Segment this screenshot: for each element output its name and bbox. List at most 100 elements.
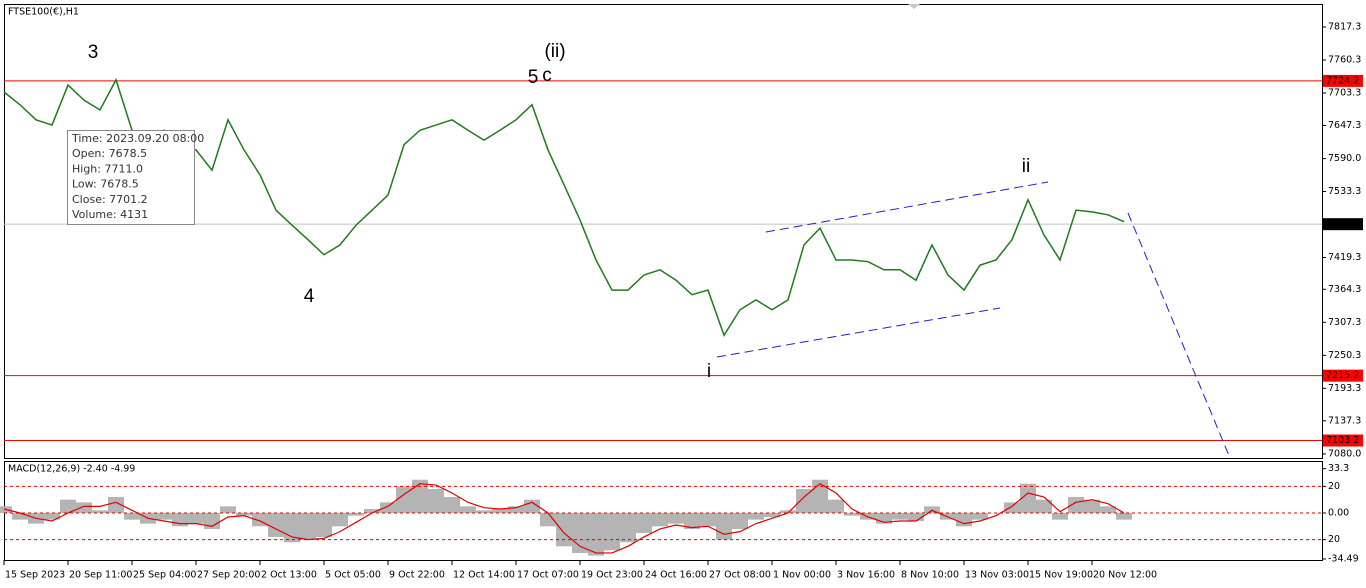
x-tick-label: 13 Nov 03:00 (965, 570, 1029, 581)
macd-bar (428, 489, 444, 513)
macd-bar (620, 512, 636, 543)
y-tick-label: 7080.0 (1328, 448, 1361, 459)
y-tick-label: 7364.3 (1328, 284, 1361, 295)
trend-lines (716, 181, 1231, 459)
macd-bar (364, 509, 380, 513)
tooltip-line: Close: 7701.2 (72, 193, 148, 206)
macd-bar (748, 512, 764, 520)
y-tick-label: 7760.3 (1328, 54, 1361, 65)
x-tick-label: 19 Oct 23:00 (581, 570, 643, 581)
level-label: 7215.2 (1326, 370, 1359, 381)
macd-bar (1052, 512, 1068, 520)
macd-bar (876, 512, 892, 524)
macd-bar (1116, 512, 1132, 520)
x-tick-label: 15 Nov 19:00 (1029, 570, 1093, 581)
macd-bar (796, 489, 812, 513)
x-tick-label: 1 Nov 00:00 (773, 570, 831, 581)
y-tick-label: 33.3 (1328, 463, 1349, 474)
macd-bar (156, 512, 172, 520)
tooltip-line: Low: 7678.5 (72, 178, 139, 191)
wave-label: i (707, 361, 711, 382)
macd-bar (684, 512, 700, 529)
macd-bar (44, 512, 60, 520)
macd-bar (908, 512, 924, 521)
macd-bar (556, 512, 572, 547)
macd-title: MACD(12,26,9) -2.40 -4.99 (8, 464, 135, 475)
x-tick-label: 25 Sep 04:00 (133, 570, 196, 581)
wave-label: 3 (88, 42, 99, 63)
y-tick-label: 7647.3 (1328, 120, 1361, 131)
macd-bar (300, 512, 316, 540)
y-tick-label: 7703.3 (1328, 88, 1361, 99)
projection (1127, 212, 1231, 459)
channel-lower (716, 307, 1001, 358)
x-tick-label: 9 Oct 22:00 (389, 570, 445, 581)
macd-bar (1068, 497, 1084, 513)
macd-bar (60, 499, 76, 513)
y-tick-label: 7307.3 (1328, 317, 1361, 328)
x-tick-label: 20 Sep 11:00 (69, 570, 132, 581)
macd-bar (764, 512, 780, 517)
macd-bar (892, 512, 908, 520)
wave-label: (ii) (544, 41, 565, 62)
macd-bar (380, 502, 396, 513)
macd-bar (700, 512, 716, 527)
macd-bar (604, 512, 620, 551)
level-label-box (1323, 74, 1363, 87)
macd-bar (492, 509, 508, 513)
macd-bar (220, 506, 236, 513)
macd-bar (412, 479, 428, 513)
wave-label: 4 (304, 286, 315, 307)
macd-bar (812, 479, 828, 513)
tooltip-line: High: 7711.0 (72, 162, 143, 175)
level-label-box (1323, 434, 1363, 447)
macd-bar (1036, 499, 1052, 513)
shift-marker (908, 4, 920, 9)
macd-bar (524, 499, 540, 513)
signal-line (3, 482, 1125, 554)
macd-bar (236, 512, 252, 516)
macd-bar (332, 512, 348, 527)
macd-bar (1100, 506, 1116, 513)
macd-bar (172, 512, 188, 527)
x-tick-label: 27 Oct 08:00 (709, 570, 771, 581)
y-tick-label: 20 (1328, 534, 1340, 545)
macd-bar (396, 486, 412, 513)
level-label: 7103.2 (1326, 435, 1359, 446)
tooltip: Time: 2023.09.20 08:00 Open: 7678.5 High: … (67, 130, 204, 225)
macd-bar (572, 512, 588, 553)
macd-bar (204, 512, 220, 529)
macd-bar (460, 506, 476, 513)
x-tick-label: 8 Nov 10:00 (901, 570, 959, 581)
tooltip-line: Time: 2023.09.20 08:00 (71, 132, 204, 145)
macd-bar (588, 512, 604, 556)
x-tick-label: 5 Oct 05:00 (325, 570, 381, 581)
x-tick-label: 27 Sep 20:00 (197, 570, 260, 581)
macd-bar (1004, 502, 1020, 513)
macd-bar (828, 499, 844, 513)
macd-bar (956, 512, 972, 527)
macd-bar (1020, 483, 1036, 513)
macd-bar (476, 510, 492, 513)
x-tick-label: 15 Sep 2023 (5, 570, 65, 581)
macd-bar (652, 512, 668, 527)
tooltip-line: Open: 7678.5 (72, 147, 147, 160)
level-label: 7724.2 (1326, 75, 1359, 86)
macd-bar (76, 502, 92, 513)
current-price-label: 7476.8 (1326, 219, 1359, 230)
y-tick-label: -34.49 (1328, 553, 1359, 564)
x-tick-label: 20 Nov 12:00 (1093, 570, 1157, 581)
channel-upper (765, 181, 1049, 233)
main-frame (4, 4, 1323, 459)
x-tick-label: 12 Oct 14:00 (453, 570, 515, 581)
y-tick-label: 7533.3 (1328, 186, 1361, 197)
y-tick-label: 7250.3 (1328, 350, 1361, 361)
y-tick-label: 0.00 (1328, 507, 1349, 518)
y-tick-label: 7817.3 (1328, 21, 1361, 32)
x-tick-label: 3 Nov 16:00 (837, 570, 895, 581)
x-tick-label: 24 Oct 16:00 (645, 570, 707, 581)
x-tick-label: 2 Oct 13:00 (261, 570, 317, 581)
macd-bar (12, 512, 28, 520)
